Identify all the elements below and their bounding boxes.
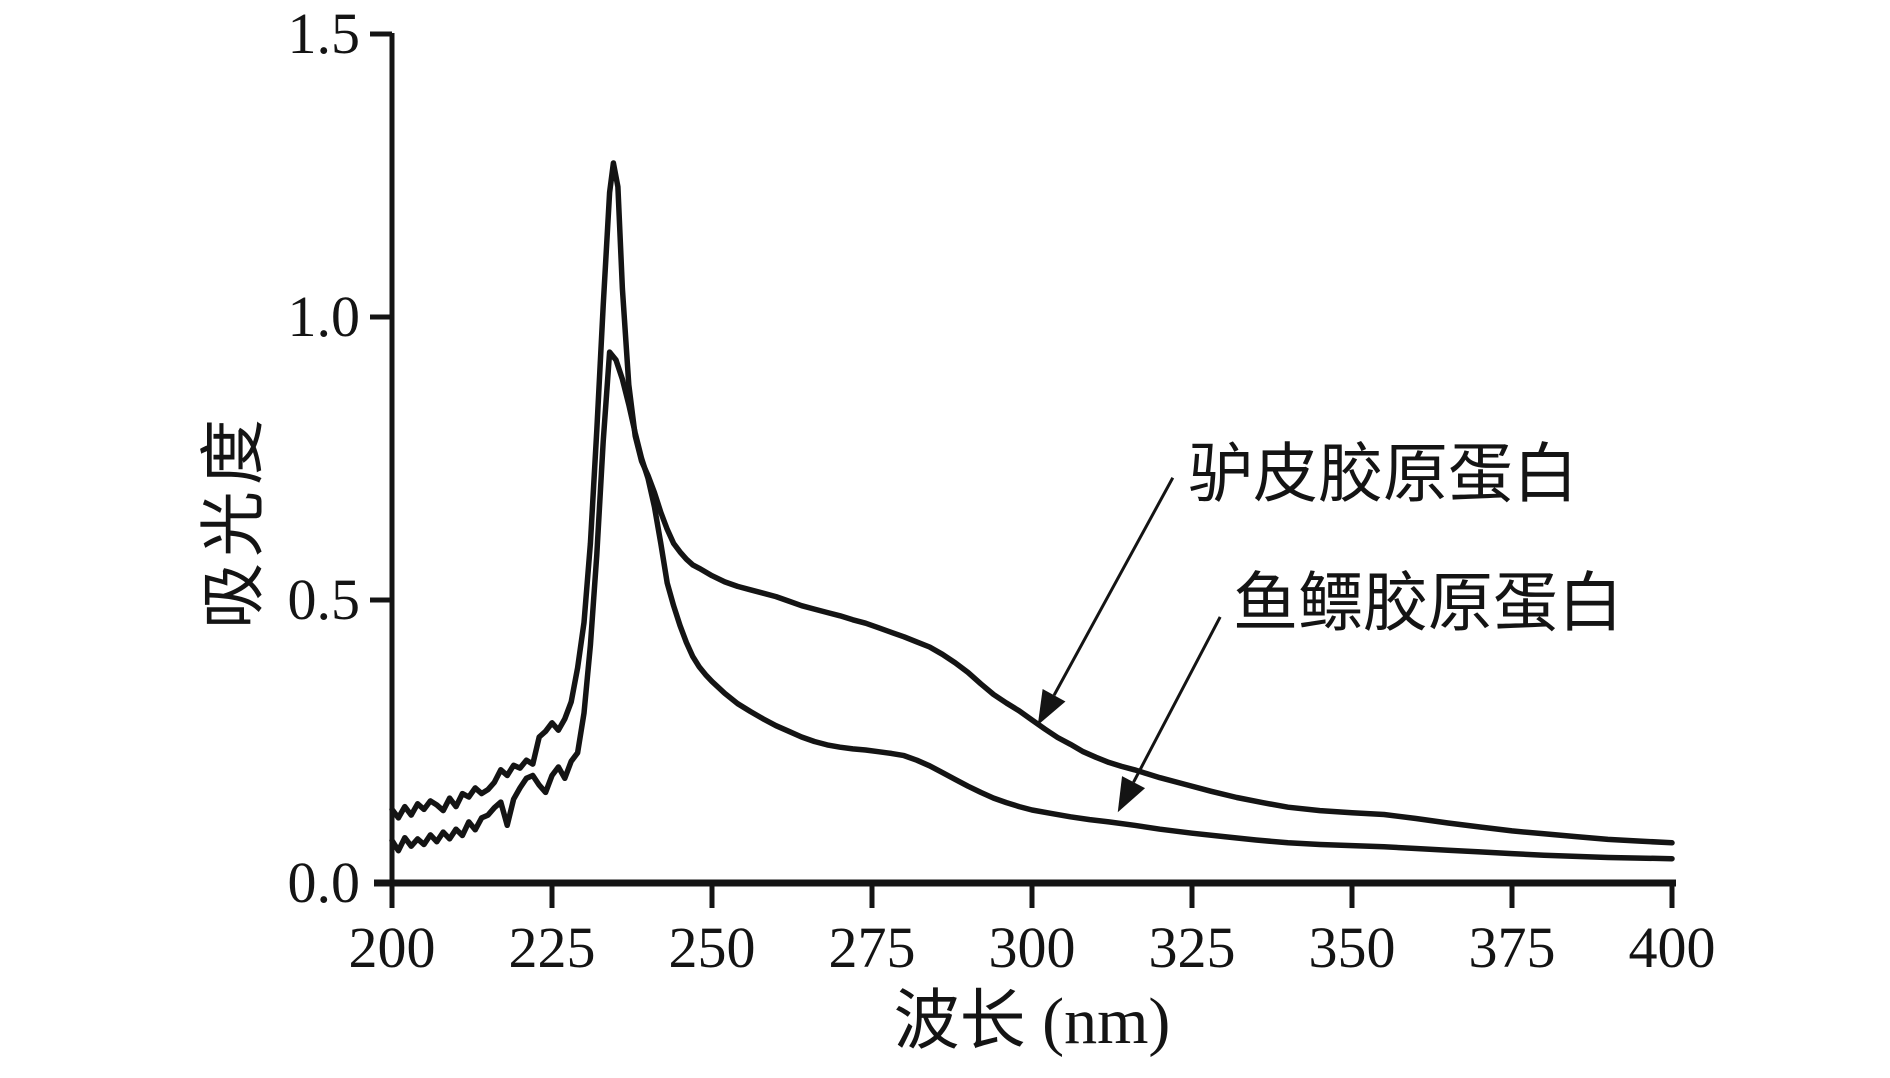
- annotation-arrow-shaft-0: [1052, 477, 1175, 696]
- y-tick-label-1.5: 1.5: [287, 1, 361, 66]
- x-tick-label-200: 200: [348, 915, 436, 980]
- x-tick-label-225: 225: [508, 915, 596, 980]
- y-tick-label-0.5: 0.5: [287, 567, 361, 632]
- x-tick-label-250: 250: [668, 915, 756, 980]
- annotation-label-fish-maw-collagen: 鱼鳔胶原蛋白: [1233, 568, 1624, 640]
- curve-donkey-hide-collagen: [389, 160, 1675, 846]
- annotation-arrowhead-1: [1117, 776, 1146, 813]
- x-tick-label-400: 400: [1628, 915, 1716, 980]
- y-tick-label-0.0: 0.0: [287, 850, 361, 915]
- annotation-arrowhead-0: [1037, 689, 1066, 726]
- x-tick-label-375: 375: [1468, 915, 1556, 980]
- curve-fish-maw-collagen: [389, 349, 1675, 862]
- x-tick-label-300: 300: [988, 915, 1076, 980]
- annotation-arrow-shaft-1: [1132, 616, 1222, 783]
- y-tick-label-1.0: 1.0: [287, 284, 361, 349]
- x-axis-title: 波长 (nm): [893, 985, 1171, 1058]
- x-tick-label-350: 350: [1308, 915, 1396, 980]
- annotation-label-donkey-hide-collagen: 驴皮胶原蛋白: [1188, 439, 1579, 511]
- x-tick-label-325: 325: [1148, 915, 1236, 980]
- y-axis-title: 吸光度: [198, 413, 271, 629]
- x-tick-label-275: 275: [828, 915, 916, 980]
